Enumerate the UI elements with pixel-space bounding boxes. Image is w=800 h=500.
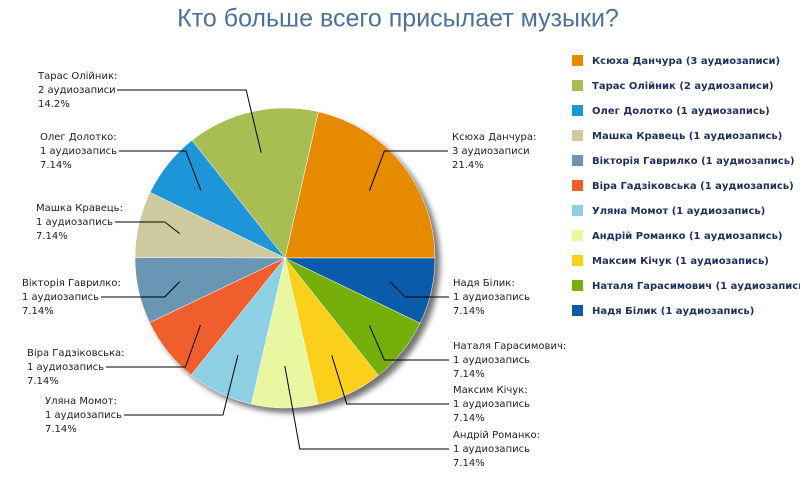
leader-line [368,150,448,191]
legend-swatch [572,105,583,116]
label-count: 1 аудиозапись [453,355,530,366]
label-count: 1 аудиозапись [453,292,530,303]
legend-swatch [572,130,583,141]
label-name: Олег Долотко: [40,132,117,143]
value-label: 7.14% [45,424,77,435]
leader-line [117,89,262,153]
slice-label: Машка Кравець: 1 аудиозапись 7.14% [36,203,123,242]
value-label: 7.14% [22,306,54,317]
legend-text: Ксюха Данчура (3 аудиозаписи) [592,56,780,67]
legend-swatch [572,180,583,191]
label-count: 1 аудиозапись [453,444,530,455]
leader-line [119,150,202,191]
label-count: 1 аудиозапись [453,399,530,410]
value-label: 14.2% [38,99,70,110]
legend-swatch [572,305,583,316]
legend-swatch [572,155,583,166]
slice-label: Ксюха Данчура: 3 аудиозаписи 21.4% [452,132,536,171]
legend-text: Максим Кічук (1 аудиозапись) [592,256,769,267]
slice-label: Андрій Романко: 1 аудиозапись 7.14% [453,429,540,469]
legend-swatch [572,230,583,241]
slice-label: Уляна Момот: 1 аудиозапись 7.14% [45,396,122,435]
leader-line [115,221,181,235]
leader-line [124,355,239,416]
label-name: Максим Кічук: [453,384,528,396]
label-count: 1 аудиозапись [45,410,122,421]
legend-swatch [572,255,583,266]
label-name: Тарас Олійник: [37,70,117,82]
legend-swatch [572,80,583,91]
label-name: Уляна Момот: [45,396,117,407]
label-name: Наталя Гарасимович: [453,341,566,352]
legend-text: Машка Кравець (1 аудиозапись) [592,131,782,142]
leader-line [284,365,449,450]
pie-slice [284,257,436,324]
label-count: 1 аудиозапись [36,217,113,228]
label-count: 2 аудиозаписи [38,85,116,96]
slice-label: Надя Білик: 1 аудиозапись 7.14% [453,277,530,317]
legend-text: Наталя Гарасимович (1 аудиозапись) [592,281,800,292]
legend-text: Уляна Момот (1 аудиозапись) [592,206,765,217]
leader-line [368,325,449,361]
slice-label: Тарас Олійник: 2 аудиозаписи 14.2% [37,70,117,110]
legend-swatch [572,280,583,291]
value-label: 7.14% [453,306,485,317]
label-count: 1 аудиозапись [22,292,99,303]
leader-line [331,355,449,405]
label-name: Вікторія Гаврилко: [22,277,121,289]
value-label: 21.4% [452,160,484,171]
legend-text: Олег Долотко (1 аудиозапись) [592,106,770,117]
legend-text: Вікторія Гаврилко (1 аудиозапись) [592,156,795,167]
legend-swatch [572,55,583,66]
slice-label: Вікторія Гаврилко: 1 аудиозапись 7.14% [22,277,121,317]
leader-line [106,324,201,368]
slice-label: Максим Кічук: 1 аудиозапись 7.14% [453,384,530,424]
slice-label: Олег Долотко: 1 аудиозапись 7.14% [40,132,117,171]
value-label: 7.14% [36,231,68,242]
legend-swatch [572,205,583,216]
chart-title: Кто больше всего присылает музыки? [177,5,619,33]
slice-label: Віра Гадзіковська: 1 аудиозапись 7.14% [27,347,125,387]
legend-text: Надя Білик (1 аудиозапись) [592,306,754,317]
pie-slice [284,111,436,259]
value-label: 7.14% [453,413,485,424]
label-name: Ксюха Данчура: [452,132,536,143]
legend-text: Андрій Романко (1 аудиозапись) [592,231,783,242]
label-count: 3 аудиозаписи [452,146,530,157]
label-name: Надя Білик: [453,277,515,289]
leader-line [389,281,449,298]
value-label: 7.14% [453,458,485,469]
leader-line [101,281,180,298]
label-name: Андрій Романко: [453,429,540,441]
slice-label: Наталя Гарасимович: 1 аудиозапись 7.14% [453,341,566,380]
value-label: 7.14% [40,160,72,171]
label-name: Віра Гадзіковська: [27,347,125,359]
label-count: 1 аудиозапись [40,146,117,157]
label-count: 1 аудиозапись [27,362,104,373]
value-label: 7.14% [453,369,485,380]
legend-text: Віра Гадзіковська (1 аудиозапись) [592,181,794,192]
pie-slice [191,107,319,259]
legend-text: Тарас Олійник (2 аудиозаписи) [592,81,774,92]
value-label: 7.14% [27,376,59,387]
label-name: Машка Кравець: [36,203,123,214]
